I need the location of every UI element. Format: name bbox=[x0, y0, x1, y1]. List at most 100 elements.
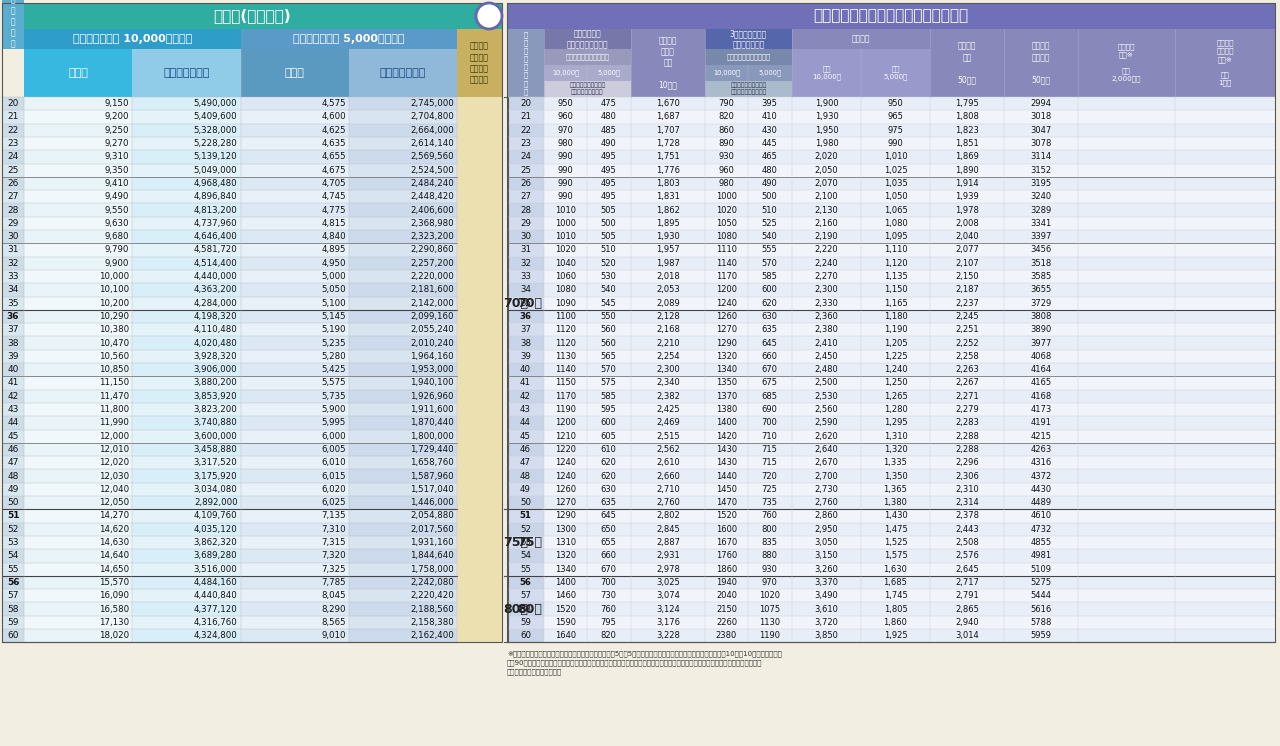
Text: 24: 24 bbox=[520, 152, 531, 161]
Bar bbox=[241, 124, 348, 137]
Bar bbox=[631, 310, 705, 323]
Text: 715: 715 bbox=[762, 458, 777, 467]
Text: 1010: 1010 bbox=[556, 206, 576, 215]
Bar bbox=[705, 350, 792, 363]
Bar bbox=[241, 110, 348, 124]
Text: 1050: 1050 bbox=[716, 219, 737, 228]
Text: 2,220: 2,220 bbox=[814, 245, 838, 254]
Text: 3,050: 3,050 bbox=[814, 538, 838, 547]
Bar bbox=[241, 243, 348, 257]
Text: 620: 620 bbox=[600, 458, 617, 467]
Bar bbox=[544, 310, 631, 323]
Text: 34: 34 bbox=[8, 286, 19, 295]
Bar bbox=[544, 510, 631, 523]
Bar bbox=[3, 243, 24, 257]
Bar bbox=[1004, 629, 1078, 642]
Bar bbox=[348, 536, 457, 549]
Bar bbox=[348, 456, 457, 469]
Text: 1,475: 1,475 bbox=[883, 524, 908, 533]
Text: ご
契
約
年
齢
（
歳
）: ご 契 約 年 齢 （ 歳 ） bbox=[524, 31, 527, 95]
Text: 1,265: 1,265 bbox=[883, 392, 908, 401]
Text: 12,010: 12,010 bbox=[99, 445, 129, 454]
Text: 1,380: 1,380 bbox=[883, 498, 908, 507]
Bar bbox=[507, 510, 544, 523]
Bar bbox=[631, 523, 705, 536]
Bar bbox=[241, 216, 348, 230]
Bar bbox=[457, 110, 502, 124]
Bar bbox=[544, 536, 631, 549]
Text: 1170: 1170 bbox=[716, 272, 737, 281]
Text: 9,200: 9,200 bbox=[105, 113, 129, 122]
Bar bbox=[3, 483, 24, 496]
Text: 1,110: 1,110 bbox=[883, 245, 908, 254]
Text: 700: 700 bbox=[600, 578, 617, 587]
Bar bbox=[631, 29, 705, 97]
Text: 8,045: 8,045 bbox=[321, 592, 346, 601]
Bar bbox=[241, 270, 348, 283]
Text: 2,670: 2,670 bbox=[814, 458, 838, 467]
Text: 3729: 3729 bbox=[1030, 298, 1052, 307]
Bar bbox=[24, 562, 132, 576]
Bar bbox=[3, 350, 24, 363]
Bar bbox=[457, 283, 502, 296]
Bar bbox=[705, 496, 792, 510]
Text: 60: 60 bbox=[8, 631, 19, 640]
Bar bbox=[705, 549, 792, 562]
Text: 1,805: 1,805 bbox=[883, 604, 908, 613]
Text: 4,198,320: 4,198,320 bbox=[193, 312, 238, 321]
Bar bbox=[1078, 124, 1175, 137]
Bar bbox=[1004, 403, 1078, 416]
Bar bbox=[1004, 523, 1078, 536]
Bar bbox=[3, 230, 24, 243]
Bar bbox=[132, 589, 241, 603]
Bar bbox=[931, 336, 1004, 350]
Bar bbox=[241, 177, 348, 190]
Bar bbox=[348, 336, 457, 350]
Text: 16,580: 16,580 bbox=[99, 604, 129, 613]
Bar bbox=[3, 110, 24, 124]
Text: 80歳: 80歳 bbox=[503, 603, 529, 615]
Bar bbox=[631, 496, 705, 510]
Bar bbox=[507, 603, 544, 615]
Text: 1,335: 1,335 bbox=[883, 458, 908, 467]
Text: 490: 490 bbox=[762, 179, 777, 188]
Bar bbox=[1078, 204, 1175, 216]
Bar bbox=[507, 562, 544, 576]
Text: 1320: 1320 bbox=[556, 551, 576, 560]
Text: 6,015: 6,015 bbox=[321, 471, 346, 480]
Text: 50: 50 bbox=[520, 498, 531, 507]
Text: 500: 500 bbox=[600, 219, 617, 228]
Bar bbox=[631, 283, 705, 296]
Text: 525: 525 bbox=[762, 219, 777, 228]
Text: 4,646,400: 4,646,400 bbox=[193, 232, 238, 241]
Text: 9,350: 9,350 bbox=[105, 166, 129, 175]
Bar bbox=[1078, 177, 1175, 190]
Bar bbox=[1175, 243, 1275, 257]
Text: 1,525: 1,525 bbox=[883, 538, 908, 547]
Bar bbox=[507, 97, 544, 110]
Text: 1,295: 1,295 bbox=[883, 419, 908, 427]
Bar bbox=[24, 510, 132, 523]
Text: 39: 39 bbox=[520, 352, 531, 361]
Bar bbox=[1078, 603, 1175, 615]
Text: 1,895: 1,895 bbox=[657, 219, 680, 228]
Bar bbox=[792, 363, 931, 376]
Text: 33: 33 bbox=[520, 272, 531, 281]
Bar bbox=[544, 110, 631, 124]
Bar bbox=[544, 190, 631, 204]
Bar bbox=[457, 350, 502, 363]
Bar bbox=[1175, 456, 1275, 469]
Bar bbox=[792, 443, 931, 456]
Bar bbox=[544, 97, 631, 110]
Text: 3,600,000: 3,600,000 bbox=[193, 432, 238, 441]
Bar bbox=[1175, 562, 1275, 576]
Bar bbox=[1004, 443, 1078, 456]
Bar bbox=[1004, 323, 1078, 336]
Text: 5,000円: 5,000円 bbox=[758, 69, 781, 76]
Bar bbox=[24, 177, 132, 190]
Text: 52: 52 bbox=[520, 524, 531, 533]
Text: 660: 660 bbox=[762, 352, 777, 361]
Bar bbox=[241, 190, 348, 204]
Text: 1590: 1590 bbox=[556, 618, 576, 627]
Bar bbox=[457, 216, 502, 230]
